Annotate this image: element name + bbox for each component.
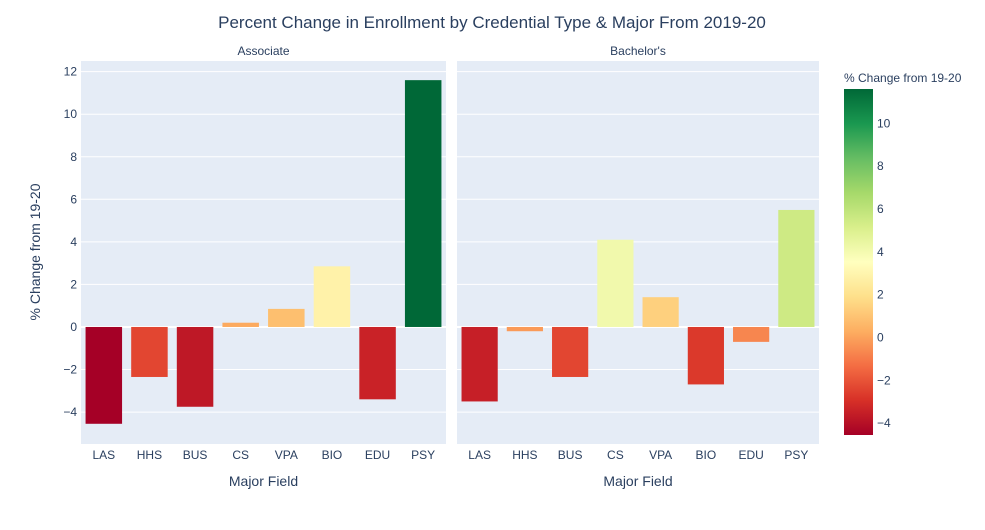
y-tick-label: 8: [70, 150, 77, 164]
plot-background: [457, 61, 819, 444]
x-tick-label: CS: [232, 448, 249, 462]
bar-hhs[interactable]: [131, 326, 168, 377]
x-tick-label: BIO: [696, 448, 717, 462]
y-tick-label: 10: [64, 107, 78, 121]
bar-cs[interactable]: [222, 322, 259, 327]
subplot-bachelors: Bachelor's LAS HHS BUS CS VPA BIO EDU PSY Major F…: [457, 44, 819, 489]
x-axis-title: Major Field: [229, 473, 298, 489]
subplot-title: Bachelor's: [610, 44, 666, 58]
y-tick-label: 0: [70, 320, 77, 334]
colorbar-title: % Change from 19-20: [844, 71, 962, 85]
y-tick-label: 2: [70, 277, 77, 291]
bar-vpa[interactable]: [642, 297, 679, 327]
bar-bus[interactable]: [552, 326, 589, 377]
bar-vpa[interactable]: [268, 308, 305, 327]
subplot-associate: Associate LAS HHS BUS CS VPA BIO EDU PSY Major Fi…: [63, 44, 446, 489]
colorbar-tick-label: −4: [877, 416, 891, 430]
colorbar-tick-label: 6: [877, 202, 884, 216]
x-tick-label: BUS: [558, 448, 583, 462]
x-tick-label: PSY: [411, 448, 435, 462]
x-tick-label: PSY: [784, 448, 808, 462]
x-tick-label: BUS: [183, 448, 208, 462]
x-tick-label: LAS: [92, 448, 115, 462]
bar-psy[interactable]: [778, 209, 815, 327]
bar-las[interactable]: [85, 326, 123, 424]
y-tick-label: 6: [70, 192, 77, 206]
x-tick-label: CS: [607, 448, 624, 462]
y-tick-label: 4: [70, 235, 77, 249]
bar-las[interactable]: [461, 326, 498, 402]
y-tick-label: −4: [63, 405, 77, 419]
colorbar-gradient: [844, 89, 873, 435]
bar-hhs[interactable]: [506, 326, 543, 332]
x-tick-label: BIO: [322, 448, 343, 462]
y-tick-label: −2: [63, 363, 77, 377]
x-tick-label: VPA: [649, 448, 672, 462]
bar-cs[interactable]: [597, 239, 634, 327]
x-tick-label: HHS: [137, 448, 162, 462]
colorbar-tick-label: 2: [877, 288, 884, 302]
colorbar-tick-label: 8: [877, 159, 884, 173]
bar-edu[interactable]: [733, 326, 770, 342]
bar-bio[interactable]: [687, 326, 724, 385]
y-tick-label: 12: [64, 65, 78, 79]
bar-bio[interactable]: [313, 266, 351, 327]
x-tick-label: EDU: [365, 448, 390, 462]
x-tick-label: HHS: [512, 448, 537, 462]
x-tick-label: VPA: [275, 448, 298, 462]
x-tick-label: EDU: [738, 448, 763, 462]
subplot-title: Associate: [237, 44, 289, 58]
x-tick-label: LAS: [468, 448, 491, 462]
colorbar-tick-label: 4: [877, 245, 884, 259]
x-axis-title: Major Field: [603, 473, 672, 489]
bar-edu[interactable]: [359, 326, 396, 400]
bar-bus[interactable]: [176, 326, 214, 407]
bar-psy[interactable]: [404, 80, 442, 327]
colorbar-tick-label: 10: [877, 116, 891, 130]
y-axis-title: % Change from 19-20: [27, 183, 43, 320]
colorbar-tick-label: 0: [877, 331, 884, 345]
colorbar-tick-label: −2: [877, 373, 891, 387]
chart-title: Percent Change in Enrollment by Credenti…: [218, 13, 766, 32]
